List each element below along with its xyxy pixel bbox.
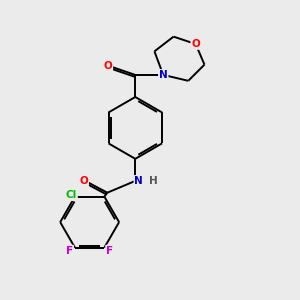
- Text: H: H: [149, 176, 158, 186]
- Text: Cl: Cl: [66, 190, 77, 200]
- Text: O: O: [191, 39, 200, 49]
- Text: F: F: [106, 246, 113, 256]
- Text: O: O: [80, 176, 88, 186]
- Text: N: N: [159, 70, 168, 80]
- Text: O: O: [103, 61, 112, 71]
- Text: N: N: [134, 176, 143, 186]
- Text: F: F: [66, 246, 73, 256]
